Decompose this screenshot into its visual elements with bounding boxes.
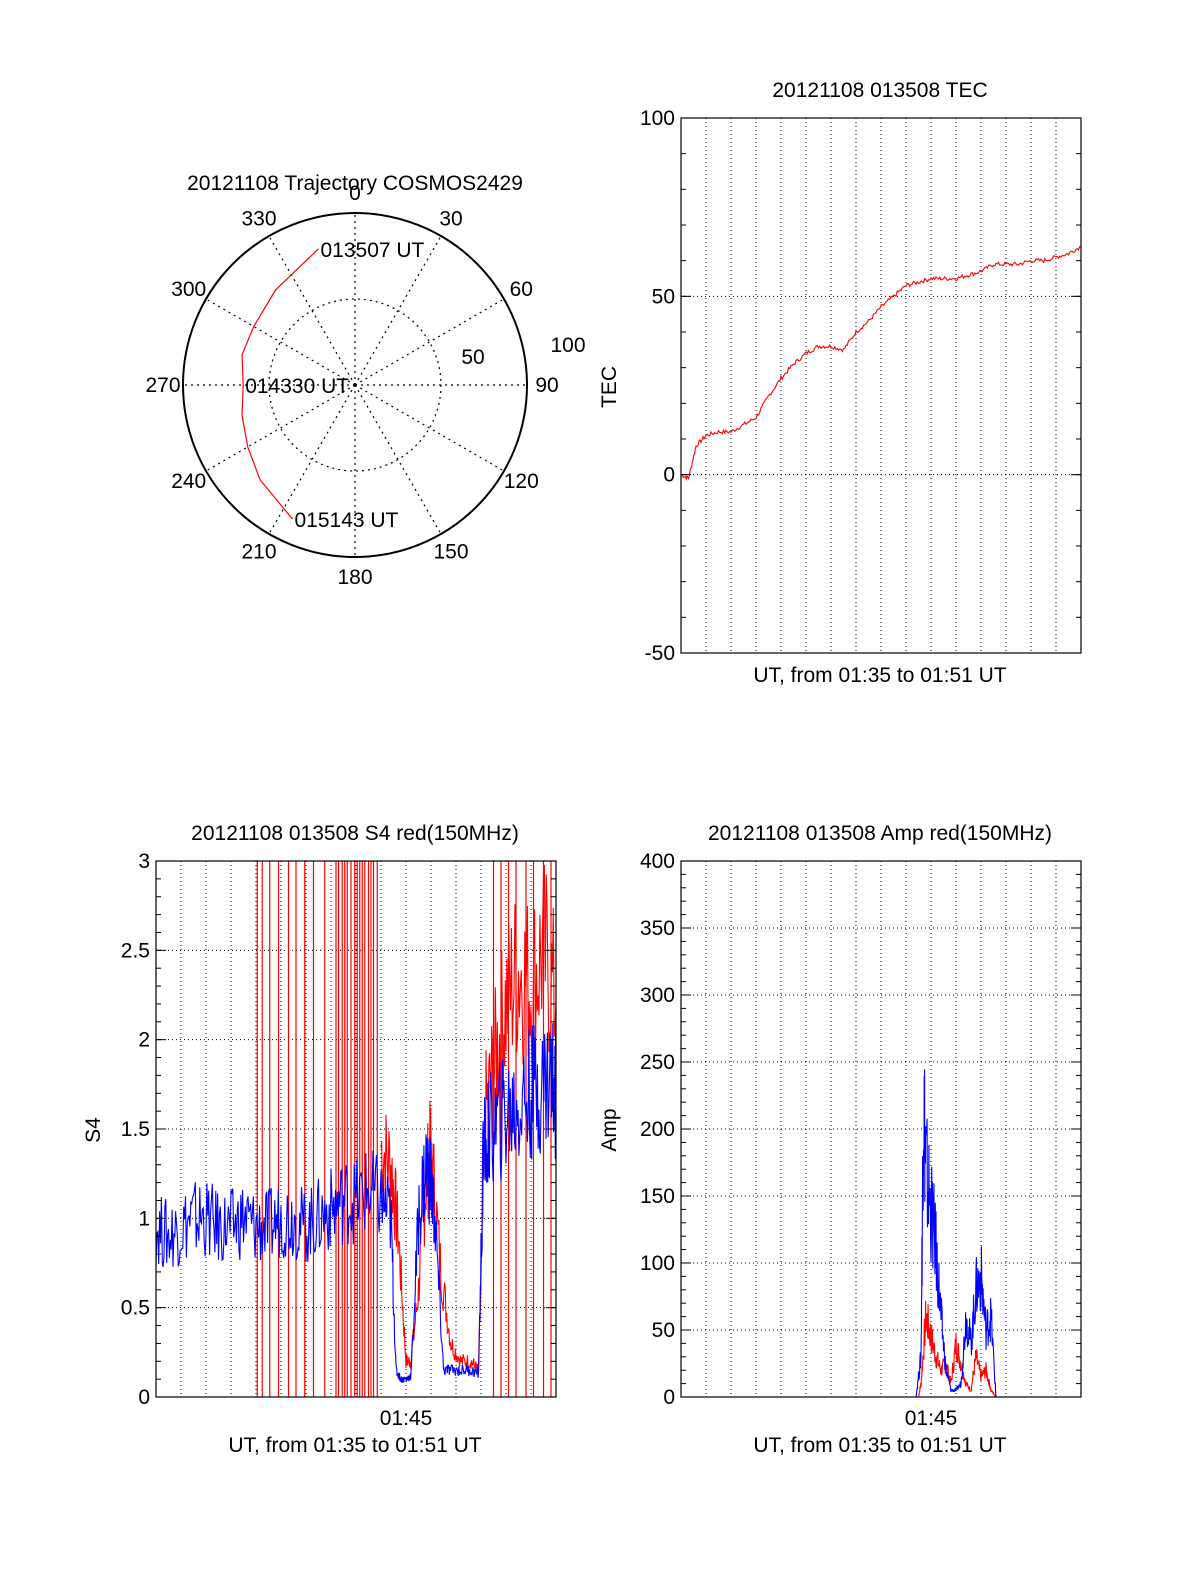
polar-spoke xyxy=(354,384,505,472)
polar-azimuth-label: 30 xyxy=(439,208,462,231)
y-tick-label: 100 xyxy=(640,107,675,130)
polar-azimuth-labels: 0 30 60 90 120 150 180 210 240 270 300 330 xyxy=(145,182,558,589)
polar-azimuth-label: 240 xyxy=(171,470,206,493)
trajectory-line xyxy=(241,248,319,520)
y-tick-label: 1 xyxy=(138,1207,150,1230)
trajectory-time-label: 014330 UT xyxy=(245,375,349,398)
s4-panel: 20121108 013508 S4 red(150MHz) S4 UT, fr… xyxy=(82,822,557,1457)
amp-plot-area: 0 50 100 150 200 250 300 350 400 01:45 xyxy=(640,850,1082,1430)
s4-plot-area: 0 0.5 1 1.5 2 2.5 3 01:45 xyxy=(121,850,557,1430)
polar-azimuth-label: 150 xyxy=(433,540,468,563)
s4-xlabel: UT, from 01:35 to 01:51 UT xyxy=(228,1434,481,1457)
x-tick-label: 01:45 xyxy=(905,1407,958,1430)
y-tick-label: -50 xyxy=(645,642,675,665)
y-tick-label: 1.5 xyxy=(121,1118,150,1141)
y-tick-label: 2.5 xyxy=(121,939,150,962)
polar-azimuth-label: 330 xyxy=(241,208,276,231)
y-tick-label: 2 xyxy=(138,1029,150,1052)
y-tick-label: 350 xyxy=(640,917,675,940)
y-tick-label: 0 xyxy=(138,1386,150,1409)
trajectory-time-labels: 013507 UT 014330 UT 015143 UT xyxy=(245,239,424,532)
plot-frame xyxy=(680,117,1082,654)
polar-azimuth-label: 210 xyxy=(241,540,276,563)
tec-plot-area: -50 0 50 100 xyxy=(640,107,1082,665)
polar-azimuth-label: 180 xyxy=(337,566,372,589)
trajectory-panel: 20121108 Trajectory COSMOS2429 0 30 60 90 12… xyxy=(145,172,585,589)
polar-azimuth-label: 120 xyxy=(504,470,539,493)
polar-spoke xyxy=(205,298,356,386)
y-tick-label: 50 xyxy=(652,285,675,308)
polar-spoke xyxy=(205,384,356,472)
y-tick-label: 250 xyxy=(640,1051,675,1074)
trajectory-time-label: 015143 UT xyxy=(294,509,398,532)
y-tick-label: 400 xyxy=(640,850,675,873)
series-line xyxy=(680,245,1082,481)
polar-azimuth-label: 90 xyxy=(535,374,558,397)
polar-outer-circle xyxy=(182,212,528,558)
polar-spoke xyxy=(354,235,442,386)
s4-ylabel: S4 xyxy=(82,1117,105,1143)
polar-grid xyxy=(182,212,528,558)
y-tick-label: 300 xyxy=(640,984,675,1007)
polar-spoke xyxy=(268,235,356,386)
tec-ylabel: TEC xyxy=(598,366,621,408)
y-tick-label: 0 xyxy=(663,464,675,487)
polar-radial-label: 50 xyxy=(461,346,484,369)
polar-spoke xyxy=(268,384,356,535)
amp-xlabel: UT, from 01:35 to 01:51 UT xyxy=(753,1434,1006,1457)
y-tick-label: 200 xyxy=(640,1118,675,1141)
y-tick-label: 3 xyxy=(138,850,150,873)
series-line xyxy=(681,1300,1081,1398)
tec-panel: 20121108 013508 TEC TEC UT, from 01:35 t… xyxy=(598,79,1082,687)
series-line xyxy=(681,1069,1081,1398)
amp-title: 20121108 013508 Amp red(150MHz) xyxy=(708,822,1052,845)
polar-spoke xyxy=(354,384,442,535)
polar-radial-label: 100 xyxy=(550,334,585,357)
trajectory-time-label: 013507 UT xyxy=(320,239,424,262)
amp-ylabel: Amp xyxy=(598,1108,621,1151)
tec-title: 20121108 013508 TEC xyxy=(772,79,987,102)
polar-radial-labels: 50 100 xyxy=(461,334,585,369)
polar-azimuth-label: 0 xyxy=(349,182,361,205)
x-tick-label: 01:45 xyxy=(380,1407,433,1430)
polar-azimuth-label: 270 xyxy=(145,374,180,397)
polar-azimuth-label: 60 xyxy=(510,278,533,301)
y-tick-label: 50 xyxy=(652,1319,675,1342)
y-tick-label: 100 xyxy=(640,1252,675,1275)
tec-xlabel: UT, from 01:35 to 01:51 UT xyxy=(753,664,1006,687)
y-tick-label: 0 xyxy=(663,1386,675,1409)
s4-title: 20121108 013508 S4 red(150MHz) xyxy=(191,822,519,845)
polar-azimuth-label: 300 xyxy=(171,278,206,301)
y-tick-label: 150 xyxy=(640,1185,675,1208)
series-line xyxy=(155,1023,557,1383)
y-tick-label: 0.5 xyxy=(121,1297,150,1320)
amp-panel: 20121108 013508 Amp red(150MHz) Amp UT, … xyxy=(598,822,1082,1457)
polar-spoke xyxy=(354,298,505,386)
series-line xyxy=(380,864,557,1372)
trajectory-title: 20121108 Trajectory COSMOS2429 xyxy=(187,172,523,195)
